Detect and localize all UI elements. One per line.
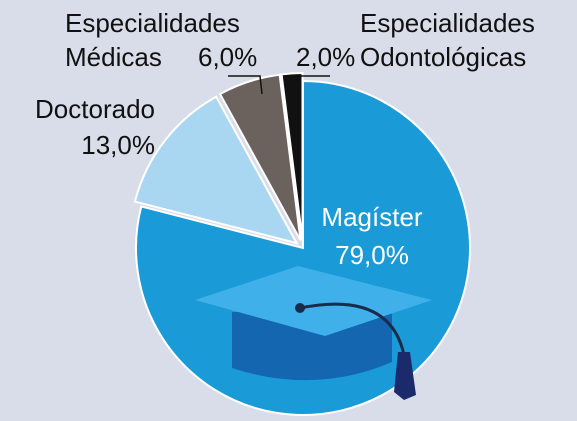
value-label: 2,0% (296, 40, 355, 74)
chart: Magíster 79,0% Doctorado13,0% Especialidade… (0, 0, 577, 421)
value-label: 6,0% (198, 40, 257, 74)
slice-label: Magíster (272, 200, 472, 234)
slice-label: Especialidades Odontológicas (360, 6, 575, 74)
slice-label: Doctorado (0, 92, 155, 126)
value-label: 79,0% (272, 238, 472, 272)
value-label: 13,0% (0, 128, 155, 162)
